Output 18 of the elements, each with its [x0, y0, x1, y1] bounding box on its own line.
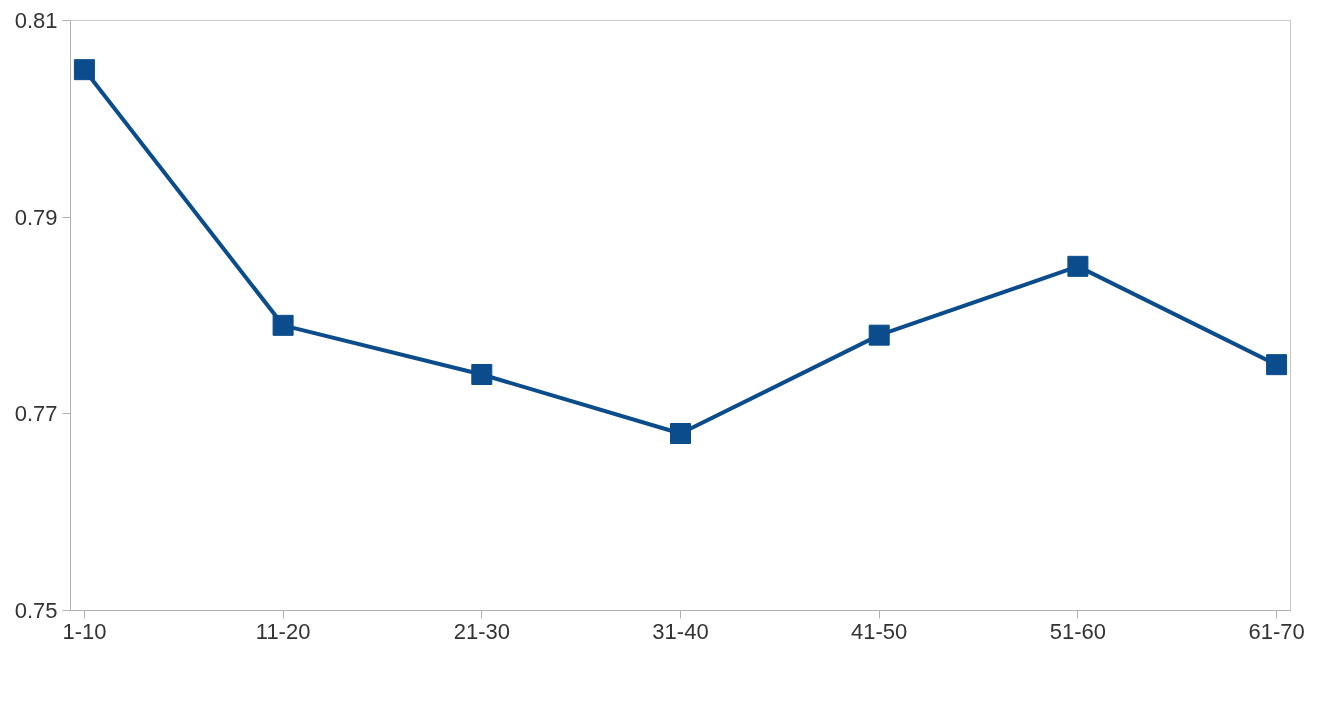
x-tick-label: 21-30: [453, 618, 510, 644]
x-tick-label: 61-70: [1248, 618, 1305, 644]
point: [1266, 354, 1288, 376]
y-tick-label: 0.77: [14, 401, 58, 427]
y-tick-label: 0.75: [14, 598, 58, 623]
point: [73, 59, 95, 81]
x-tick-label: 51-60: [1049, 618, 1107, 644]
x-tick-label: 41-50: [851, 618, 908, 644]
point: [868, 324, 890, 346]
x-tick-label: 1-10: [62, 618, 107, 644]
point: [670, 423, 691, 444]
point: [1067, 255, 1089, 277]
x-tick-label: 31-40: [652, 618, 709, 644]
y-tick-label: 0.81: [14, 8, 58, 33]
x-tick-label: 11-20: [255, 618, 311, 644]
point: [272, 314, 294, 336]
point: [471, 364, 493, 385]
y-tick-label: 0.79: [14, 204, 58, 230]
